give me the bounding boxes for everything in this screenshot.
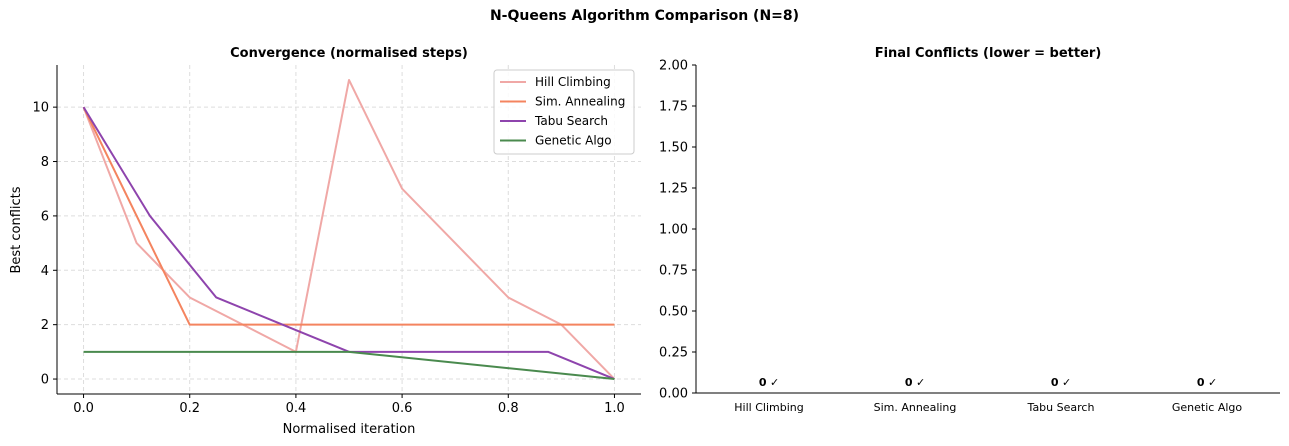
- y-tick-label: 0.50: [659, 305, 688, 320]
- y-tick-label: 0.25: [659, 346, 688, 361]
- bar-value-label: 0 ✓: [759, 376, 779, 389]
- x-tick-label: 0.4: [286, 401, 307, 416]
- series-line-1: [82, 106, 615, 326]
- legend-label: Sim. Annealing: [535, 95, 625, 109]
- y-tick-label: 0.00: [659, 387, 688, 402]
- convergence-chart: Convergence (normalised steps) 0.0 0.2 0.4…: [9, 46, 641, 437]
- y-tick-label: 10: [32, 101, 49, 116]
- x-tick-label: 0.6: [392, 401, 413, 416]
- legend-label: Tabu Search: [534, 114, 608, 128]
- y-tick-label: 1.25: [659, 182, 688, 197]
- y-tick-label: 1.00: [659, 223, 688, 238]
- legend-label: Genetic Algo: [535, 134, 612, 148]
- x-tick-label: 1.0: [604, 401, 625, 416]
- convergence-y-ticks: 0 2 4 6 8 10: [32, 101, 57, 388]
- x-tick-label: Hill Climbing: [734, 401, 803, 414]
- y-tick-label: 0: [41, 373, 49, 388]
- final-conflicts-title: Final Conflicts (lower = better): [875, 46, 1102, 61]
- convergence-legend: Hill Climbing Sim. Annealing Tabu Search Ge…: [493, 69, 635, 155]
- final-conflicts-bar-labels: 0 ✓ 0 ✓ 0 ✓ 0 ✓: [759, 376, 1217, 389]
- y-tick-label: 8: [41, 155, 49, 170]
- final-conflicts-x-ticks: Hill Climbing Sim. Annealing Tabu Search Ge…: [734, 401, 1242, 414]
- x-tick-label: Genetic Algo: [1172, 401, 1243, 414]
- x-tick-label: Tabu Search: [1027, 401, 1095, 414]
- series-line-3: [83, 350, 615, 381]
- series-line-0: [82, 78, 616, 380]
- legend-label: Hill Climbing: [535, 75, 611, 89]
- x-tick-label: 0.8: [498, 401, 519, 416]
- x-tick-label: 0.2: [179, 401, 200, 416]
- y-tick-label: 2: [41, 318, 49, 333]
- y-tick-label: 2.00: [659, 59, 688, 74]
- bar-value-label: 0 ✓: [1051, 376, 1071, 389]
- y-tick-label: 1.75: [659, 100, 688, 115]
- figure-title: N-Queens Algorithm Comparison (N=8): [489, 8, 800, 24]
- y-tick-label: 1.50: [659, 141, 688, 156]
- final-conflicts-chart: Final Conflicts (lower = better) 0.00 0.2…: [659, 46, 1280, 414]
- y-tick-label: 4: [41, 264, 49, 279]
- y-tick-label: 6: [41, 209, 49, 224]
- bar-value-label: 0 ✓: [1197, 376, 1217, 389]
- y-tick-label: 0.75: [659, 264, 688, 279]
- final-conflicts-y-ticks: 0.00 0.25 0.50 0.75 1.00 1.25 1.50 1.75 2.00: [659, 59, 696, 402]
- convergence-y-label: Best conflicts: [9, 186, 24, 273]
- convergence-title: Convergence (normalised steps): [230, 46, 468, 61]
- bar-value-label: 0 ✓: [905, 376, 925, 389]
- convergence-x-label: Normalised iteration: [283, 422, 416, 437]
- x-tick-label: 0.0: [73, 401, 94, 416]
- legend-frame: [493, 69, 635, 155]
- convergence-lines: [82, 78, 616, 381]
- x-tick-label: Sim. Annealing: [874, 401, 957, 414]
- convergence-x-ticks: 0.0 0.2 0.4 0.6 0.8 1.0: [73, 394, 625, 416]
